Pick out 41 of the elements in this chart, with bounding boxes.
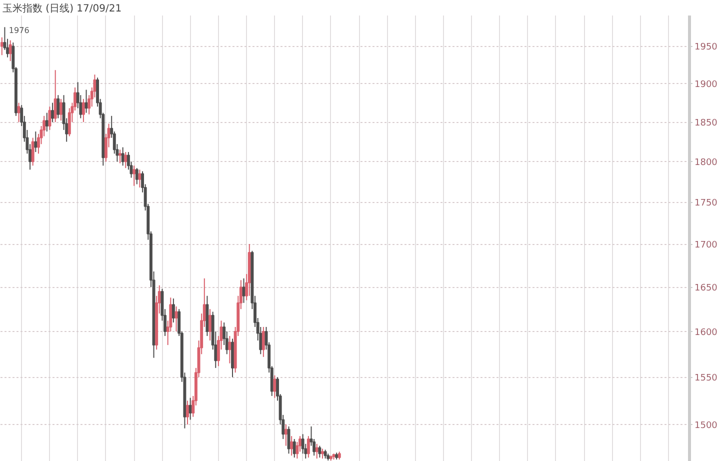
chart-title: 玉米指数 (日线) 17/09/21	[2, 2, 122, 14]
candlestick	[8, 40, 12, 62]
y-tick-label: 1950	[694, 42, 718, 53]
candlestick	[135, 168, 138, 185]
candlestick	[34, 131, 38, 153]
candlestick	[273, 374, 276, 398]
candlestick	[121, 146, 124, 166]
candlestick	[56, 94, 60, 119]
candlestick	[82, 98, 85, 123]
candlestick	[48, 106, 52, 130]
candlestick	[290, 436, 294, 456]
candlestick	[138, 169, 142, 188]
y-tick-label: 1650	[694, 284, 718, 294]
candlestick	[262, 326, 265, 358]
y-tick-label: 1500	[694, 421, 718, 432]
candlestick	[172, 298, 175, 323]
y-tick-label: 1750	[694, 198, 718, 209]
candlestick	[284, 424, 288, 446]
candlestick	[321, 448, 324, 460]
candlestick	[17, 102, 20, 123]
candlestick	[51, 102, 54, 123]
y-tick-label: 1600	[694, 328, 718, 338]
candlestick	[318, 445, 322, 458]
candlestick	[292, 438, 296, 458]
y-tick-label: 1800	[694, 158, 718, 168]
candlestick	[228, 335, 232, 364]
candlestick	[208, 308, 212, 341]
candlestick	[124, 152, 128, 169]
candlestick	[306, 436, 310, 458]
candlestick	[132, 165, 136, 186]
candlestick	[31, 137, 34, 166]
candlestick	[186, 400, 189, 426]
candlestick	[118, 149, 122, 164]
y-tick-label: 1850	[694, 118, 718, 129]
candlestick	[59, 98, 62, 122]
candlestick	[301, 434, 304, 454]
y-tick-label: 1550	[694, 374, 718, 384]
y-tick-label: 1900	[694, 80, 718, 90]
candlestick	[0, 36, 4, 56]
annotation: 1976	[8, 26, 30, 36]
y-tick-label: 1700	[694, 240, 718, 251]
